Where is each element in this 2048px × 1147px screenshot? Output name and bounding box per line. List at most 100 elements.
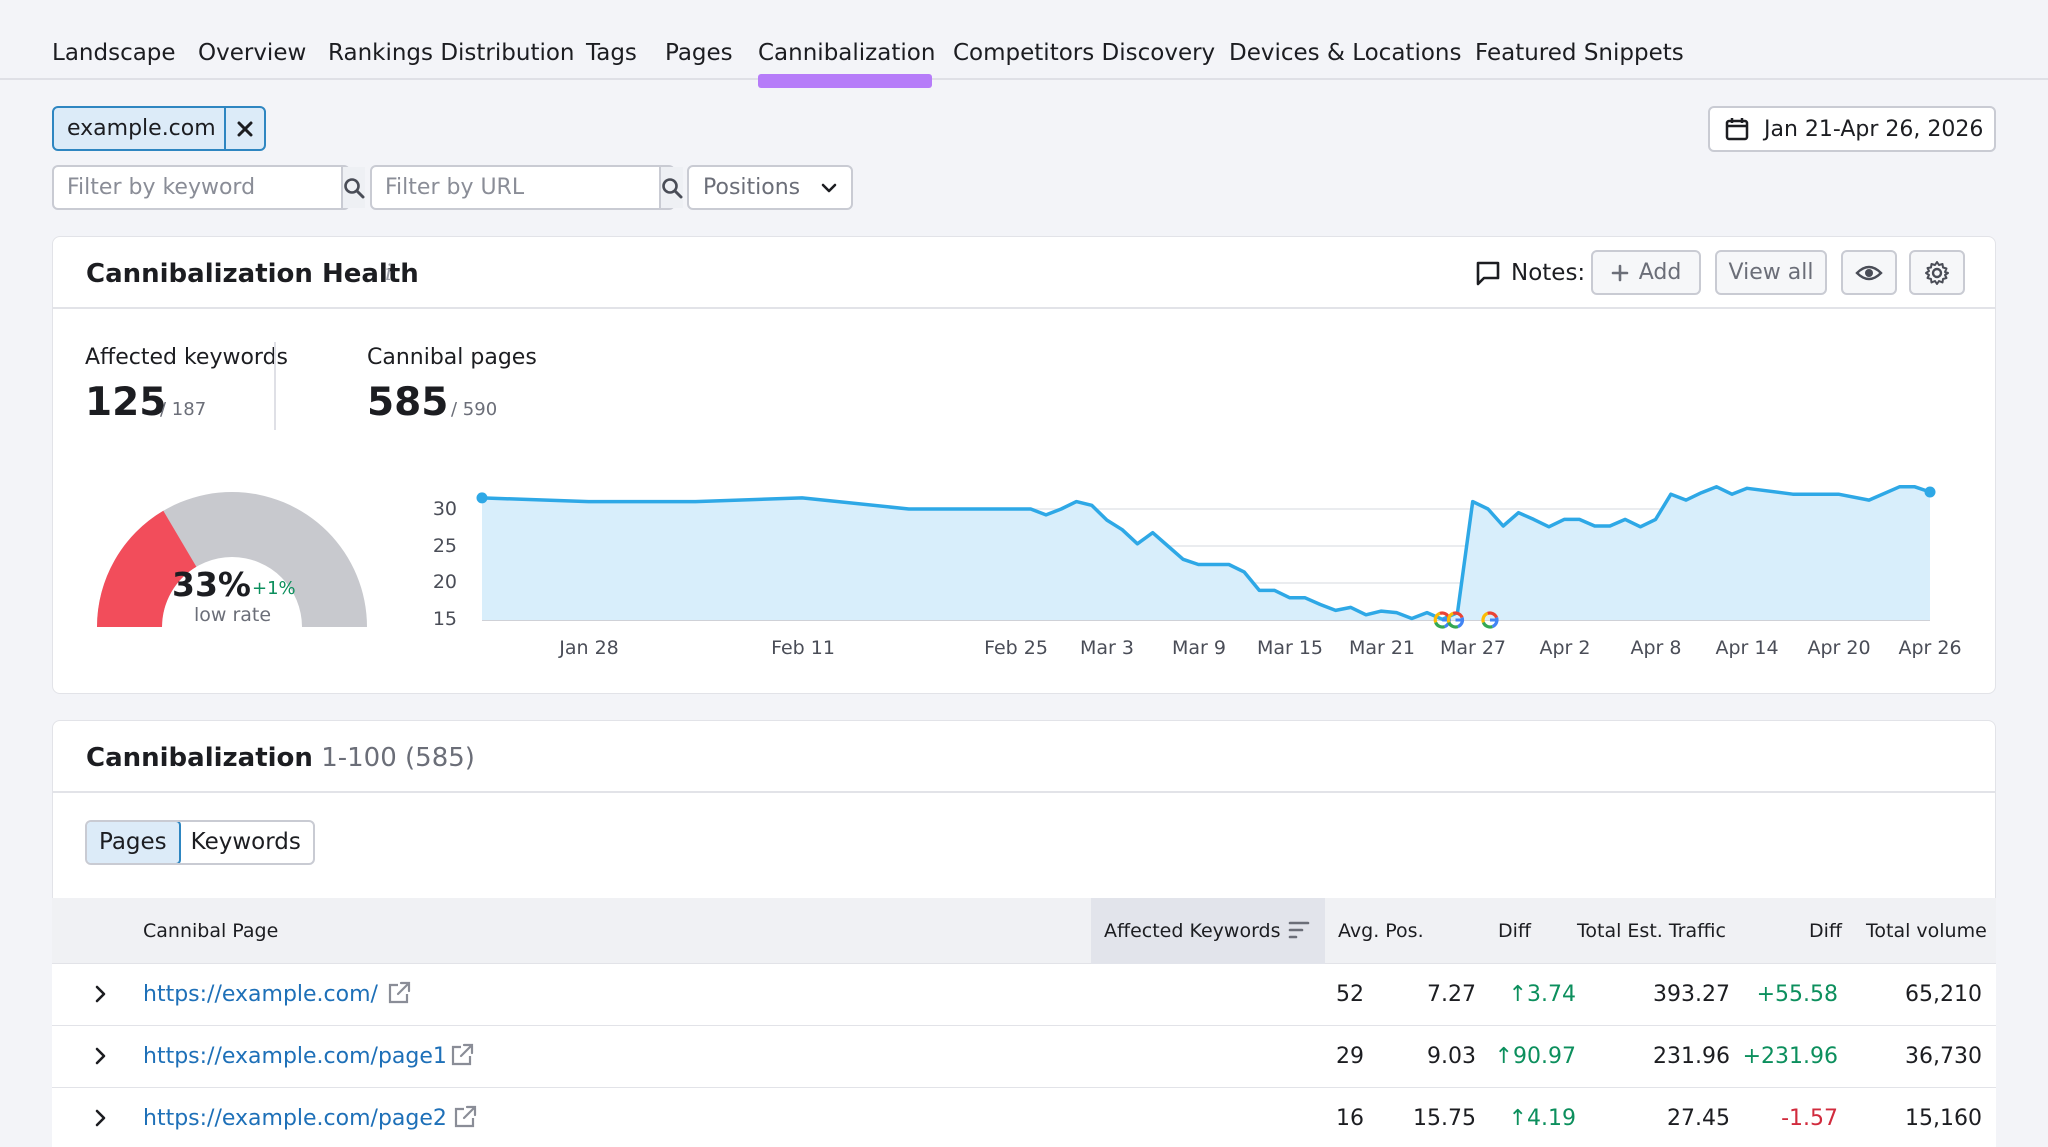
- gauge-delta: +1%: [252, 578, 296, 599]
- chevron-right-icon[interactable]: [94, 1108, 108, 1128]
- tab-overview[interactable]: Overview: [198, 40, 307, 66]
- x-tick-label: Jan 28: [559, 637, 619, 659]
- search-icon: [344, 177, 365, 198]
- x-tick-label: Mar 27: [1439, 637, 1507, 659]
- external-link-icon[interactable]: [386, 980, 412, 1006]
- chevron-right-icon[interactable]: [94, 984, 108, 1004]
- cannibal-page-link[interactable]: https://example.com/: [143, 982, 378, 1007]
- active-tab-indicator: [758, 74, 932, 88]
- positions-dropdown-label: Positions: [703, 175, 801, 200]
- tab-tags[interactable]: Tags: [586, 40, 637, 66]
- chevron-down-icon: [821, 183, 837, 192]
- table-range: 1-100 (585): [321, 743, 475, 773]
- x-tick-label: Feb 25: [984, 637, 1048, 659]
- affected-keywords-value: 125: [85, 380, 167, 425]
- tab-landscape[interactable]: Landscape: [52, 40, 176, 66]
- tab-featured-snippets[interactable]: Featured Snippets: [1475, 40, 1684, 66]
- x-tick-label: Apr 20: [1807, 637, 1871, 659]
- external-link-icon[interactable]: [449, 1042, 475, 1068]
- close-icon: [237, 121, 253, 136]
- tab-competitors-discovery[interactable]: Competitors Discovery: [953, 40, 1216, 66]
- sort-icon[interactable]: [1288, 920, 1310, 940]
- date-range-button[interactable]: Jan 21-Apr 26, 2026: [1708, 106, 1996, 152]
- add-note-button[interactable]: Add: [1591, 250, 1701, 295]
- col-avg-pos[interactable]: Avg. Pos.: [1338, 920, 1424, 942]
- keyword-filter-input[interactable]: [54, 167, 341, 208]
- pos-diff-value: 4.19: [1527, 1106, 1576, 1131]
- gauge-rate-label: low rate: [194, 604, 272, 626]
- metric-divider: [274, 342, 276, 430]
- pos-diff-cell: ↑90.97: [1495, 1044, 1576, 1069]
- tab-cannibalization[interactable]: Cannibalization: [758, 40, 936, 66]
- view-all-notes-button[interactable]: View all: [1715, 250, 1827, 295]
- volume-cell: 36,730: [1905, 1044, 1982, 1069]
- search-icon: [662, 177, 683, 198]
- plus-icon: [1611, 264, 1629, 281]
- data-point[interactable]: [1924, 486, 1936, 498]
- col-total-est-traffic[interactable]: Total Est. Traffic: [1577, 920, 1726, 942]
- google-update-icon[interactable]: [1481, 611, 1499, 629]
- pos-diff-cell: ↑4.19: [1509, 1106, 1576, 1131]
- data-point[interactable]: [476, 492, 488, 504]
- toggle-visibility-button[interactable]: [1841, 250, 1897, 295]
- toggle-pages[interactable]: Pages: [86, 822, 181, 863]
- table-title-text: Cannibalization: [86, 743, 313, 773]
- positions-dropdown[interactable]: Positions: [687, 165, 853, 210]
- x-tick-label: Mar 21: [1348, 637, 1416, 659]
- chevron-right-icon[interactable]: [94, 1046, 108, 1066]
- table-row: https://example.com/ 52 7.27 ↑3.74 393.2…: [52, 964, 1996, 1026]
- external-link-icon[interactable]: [452, 1104, 478, 1130]
- url-search-button[interactable]: [659, 167, 683, 208]
- url-filter-input[interactable]: [372, 167, 659, 208]
- table-row: https://example.com/page2 16 15.75 ↑4.19…: [52, 1088, 1996, 1147]
- add-note-label: Add: [1638, 260, 1682, 285]
- traffic-diff-cell: +55.58: [1756, 982, 1838, 1007]
- sorted-column-highlight: [1091, 898, 1325, 964]
- y-tick-label: 30: [432, 498, 457, 520]
- avg-pos-cell: 7.27: [1427, 982, 1476, 1007]
- col-affected-keywords[interactable]: Affected Keywords: [1104, 920, 1281, 942]
- notes-label-text: Notes:: [1511, 260, 1586, 286]
- tab-pages[interactable]: Pages: [665, 40, 733, 66]
- toggle-keywords[interactable]: Keywords: [190, 829, 301, 855]
- col-pos-diff[interactable]: Diff: [1498, 920, 1531, 942]
- keyword-search-button[interactable]: [341, 167, 365, 208]
- gear-icon: [1925, 260, 1949, 285]
- tab-rankings-distribution[interactable]: Rankings Distribution: [328, 40, 575, 66]
- x-tick-label: Apr 2: [1539, 637, 1591, 659]
- health-card-header: Cannibalization Health i Notes: Add View…: [53, 237, 1995, 309]
- settings-button[interactable]: [1909, 250, 1965, 295]
- pages-keywords-toggle: Pages Keywords: [85, 820, 315, 865]
- col-cannibal-page[interactable]: Cannibal Page: [143, 920, 279, 942]
- domain-chip-label: example.com: [67, 116, 216, 141]
- report-tabs: Landscape Overview Rankings Distribution…: [0, 0, 2048, 80]
- notes-label: Notes:: [1475, 260, 1585, 286]
- table-header: [52, 898, 1996, 964]
- affected-keywords-label: Affected keywords: [85, 345, 289, 370]
- col-traffic-diff[interactable]: Diff: [1809, 920, 1842, 942]
- col-total-volume[interactable]: Total volume: [1866, 920, 1987, 942]
- table-row: https://example.com/page1 29 9.03 ↑90.97…: [52, 1026, 1996, 1088]
- y-tick-label: 25: [432, 535, 457, 557]
- cannibal-pages-value: 585: [367, 380, 449, 425]
- view-all-label: View all: [1728, 260, 1814, 285]
- traffic-diff-cell: -1.57: [1781, 1106, 1838, 1131]
- date-range-label: Jan 21-Apr 26, 2026: [1764, 116, 1984, 142]
- url-filter: [370, 165, 683, 210]
- cannibal-page-link[interactable]: https://example.com/page1: [143, 1044, 447, 1069]
- google-update-icon[interactable]: [1446, 611, 1465, 629]
- series-area: [482, 486, 1930, 620]
- pos-diff-value: 3.74: [1527, 982, 1576, 1007]
- x-tick-label: Mar 9: [1172, 637, 1226, 659]
- cannibal-page-link[interactable]: https://example.com/page2: [143, 1106, 447, 1131]
- tab-devices-locations[interactable]: Devices & Locations: [1229, 40, 1462, 66]
- x-tick-label: Mar 3: [1080, 637, 1134, 659]
- info-icon[interactable]: i: [385, 261, 393, 286]
- keyword-filter: [52, 165, 365, 210]
- x-tick-label: Apr 14: [1715, 637, 1779, 659]
- traffic-cell: 27.45: [1667, 1106, 1730, 1131]
- remove-domain-button[interactable]: [224, 108, 264, 149]
- affected-keywords-cell: 29: [1336, 1044, 1364, 1069]
- x-tick-label: Feb 11: [771, 637, 835, 659]
- gauge-fill: [97, 510, 197, 627]
